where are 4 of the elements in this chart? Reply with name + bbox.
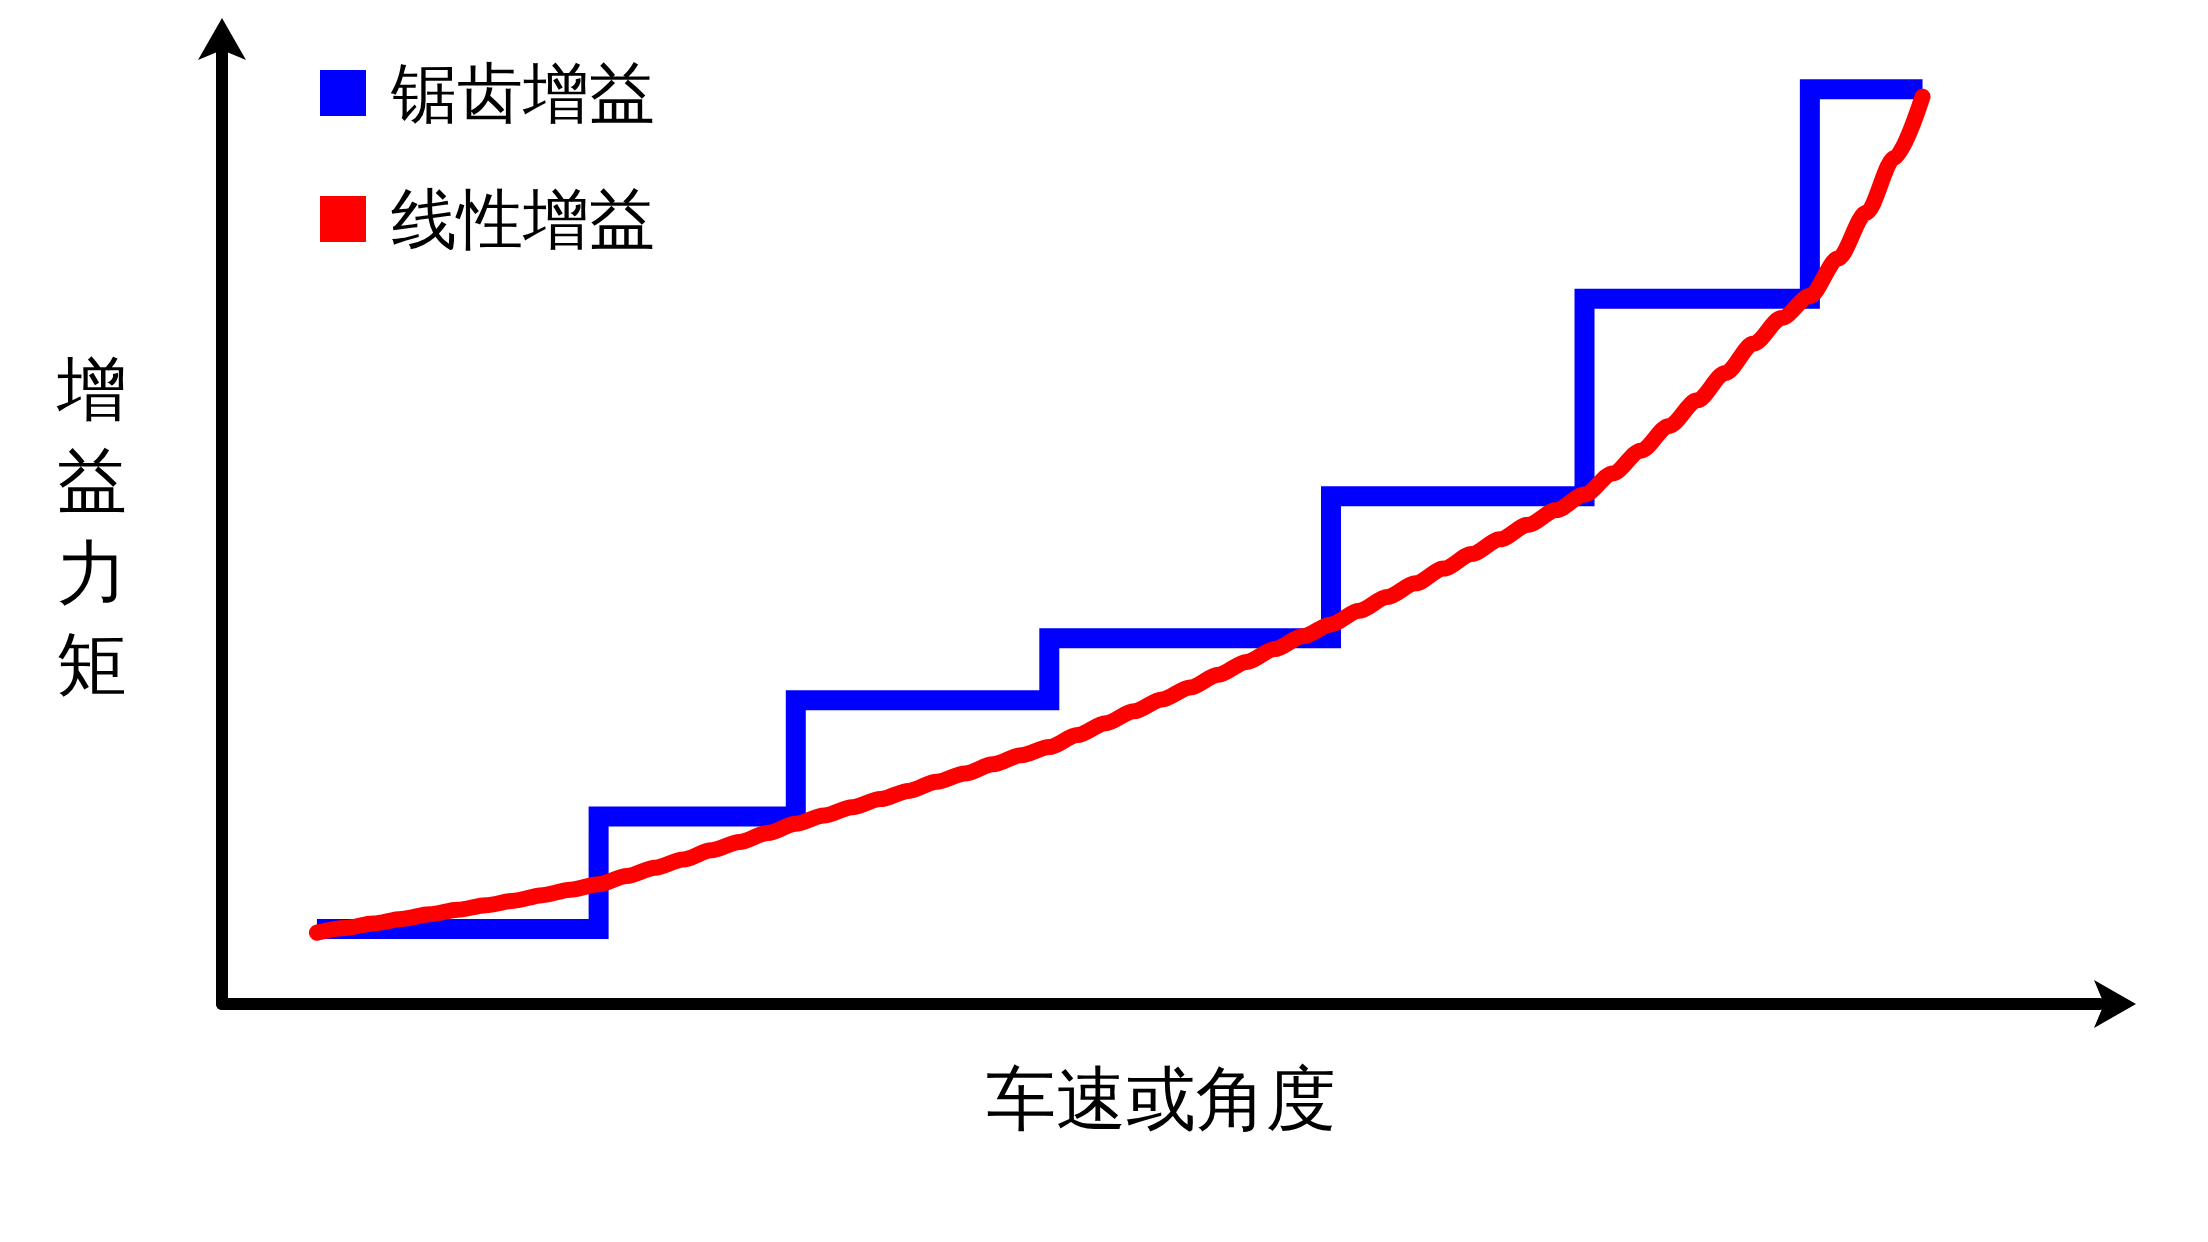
y-axis-title: 增益力矩 — [56, 348, 127, 706]
x-axis-title: 车速或角度 — [986, 1058, 1336, 1140]
legend-label: 线性增益 — [391, 180, 655, 258]
legend-label: 锯齿增益 — [390, 54, 655, 132]
